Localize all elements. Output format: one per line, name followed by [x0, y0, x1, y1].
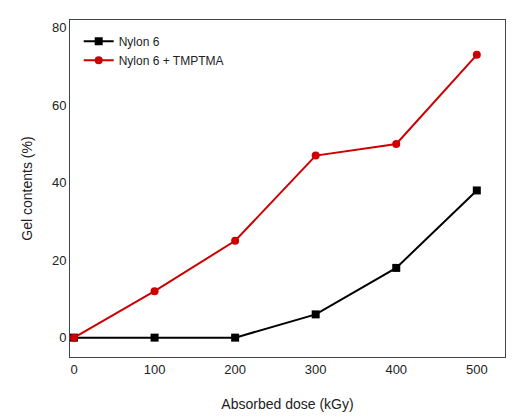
svg-text:Nylon 6: Nylon 6 [119, 35, 160, 49]
svg-text:Absorbed dose (kGy): Absorbed dose (kGy) [221, 396, 353, 412]
svg-text:500: 500 [466, 362, 488, 377]
svg-text:Gel contents (%): Gel contents (%) [19, 136, 35, 240]
svg-text:400: 400 [385, 362, 407, 377]
svg-text:100: 100 [144, 362, 166, 377]
svg-text:0: 0 [59, 330, 66, 345]
svg-text:60: 60 [52, 98, 66, 113]
svg-text:Nylon 6 + TMPTMA: Nylon 6 + TMPTMA [119, 54, 224, 68]
svg-text:300: 300 [305, 362, 327, 377]
svg-text:80: 80 [52, 20, 66, 35]
svg-text:40: 40 [52, 175, 66, 190]
svg-text:0: 0 [70, 362, 77, 377]
svg-text:200: 200 [224, 362, 246, 377]
svg-text:20: 20 [52, 253, 66, 268]
